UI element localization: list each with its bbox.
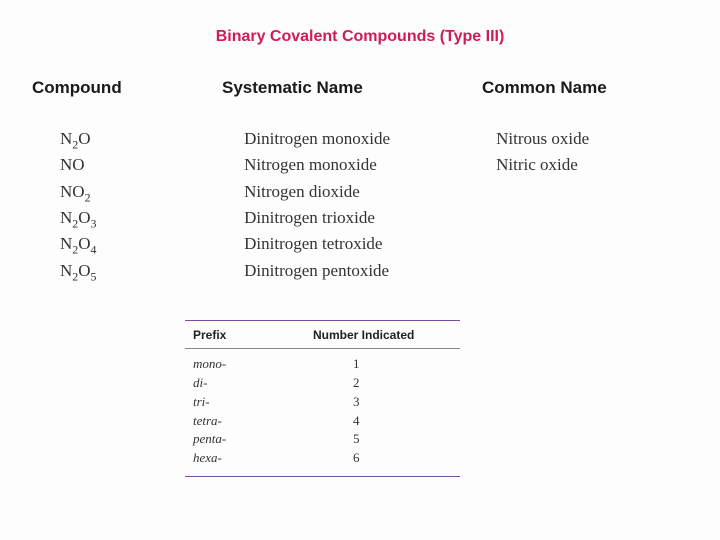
- cell-formula: N2O5: [32, 258, 244, 284]
- prefix-row: penta-5: [193, 430, 452, 449]
- cell-systematic: Dinitrogen trioxide: [244, 205, 496, 231]
- prefix-cell-number: 4: [313, 412, 452, 431]
- cell-common: [496, 231, 690, 257]
- header-compound: Compound: [32, 78, 222, 98]
- prefix-cell-number: 3: [313, 393, 452, 412]
- cell-formula: N2O3: [32, 205, 244, 231]
- prefix-row: tri-3: [193, 393, 452, 412]
- prefix-cell-number: 5: [313, 430, 452, 449]
- cell-formula: N2O4: [32, 231, 244, 257]
- prefix-row: mono-1: [193, 355, 452, 374]
- prefix-cell-number: 6: [313, 449, 452, 468]
- cell-common: Nitric oxide: [496, 152, 690, 178]
- cell-common: [496, 258, 690, 284]
- cell-systematic: Nitrogen dioxide: [244, 179, 496, 205]
- prefix-row: tetra-4: [193, 412, 452, 431]
- cell-common: Nitrous oxide: [496, 126, 690, 152]
- table-rows: N2ODinitrogen monoxideNitrous oxideNONit…: [32, 126, 690, 284]
- cell-formula: N2O: [32, 126, 244, 152]
- prefix-cell-prefix: tri-: [193, 393, 313, 412]
- prefix-cell-prefix: hexa-: [193, 449, 313, 468]
- prefix-cell-prefix: mono-: [193, 355, 313, 374]
- page-title: Binary Covalent Compounds (Type III): [0, 28, 720, 46]
- prefix-rows: mono-1di-2tri-3tetra-4penta-5hexa-6: [185, 349, 460, 476]
- prefix-cell-number: 2: [313, 374, 452, 393]
- prefix-row: hexa-6: [193, 449, 452, 468]
- prefix-cell-prefix: penta-: [193, 430, 313, 449]
- prefix-table: Prefix Number Indicated mono-1di-2tri-3t…: [185, 320, 460, 477]
- cell-systematic: Dinitrogen monoxide: [244, 126, 496, 152]
- prefix-header-prefix: Prefix: [193, 328, 313, 342]
- prefix-cell-number: 1: [313, 355, 452, 374]
- compounds-table: Compound Systematic Name Common Name N2O…: [32, 78, 690, 284]
- cell-common: [496, 179, 690, 205]
- cell-formula: NO2: [32, 179, 244, 205]
- cell-systematic: Dinitrogen tetroxide: [244, 231, 496, 257]
- header-systematic: Systematic Name: [222, 78, 482, 98]
- table-row: N2O3Dinitrogen trioxide: [32, 205, 690, 231]
- cell-systematic: Nitrogen monoxide: [244, 152, 496, 178]
- cell-formula: NO: [32, 152, 244, 178]
- header-common: Common Name: [482, 78, 682, 98]
- table-row: N2O4Dinitrogen tetroxide: [32, 231, 690, 257]
- table-row: N2ODinitrogen monoxideNitrous oxide: [32, 126, 690, 152]
- table-row: NO2Nitrogen dioxide: [32, 179, 690, 205]
- prefix-header-number: Number Indicated: [313, 328, 452, 342]
- table-row: N2O5Dinitrogen pentoxide: [32, 258, 690, 284]
- prefix-row: di-2: [193, 374, 452, 393]
- prefix-headers: Prefix Number Indicated: [185, 321, 460, 349]
- cell-common: [496, 205, 690, 231]
- table-row: NONitrogen monoxideNitric oxide: [32, 152, 690, 178]
- table-headers: Compound Systematic Name Common Name: [32, 78, 690, 98]
- prefix-cell-prefix: tetra-: [193, 412, 313, 431]
- cell-systematic: Dinitrogen pentoxide: [244, 258, 496, 284]
- prefix-cell-prefix: di-: [193, 374, 313, 393]
